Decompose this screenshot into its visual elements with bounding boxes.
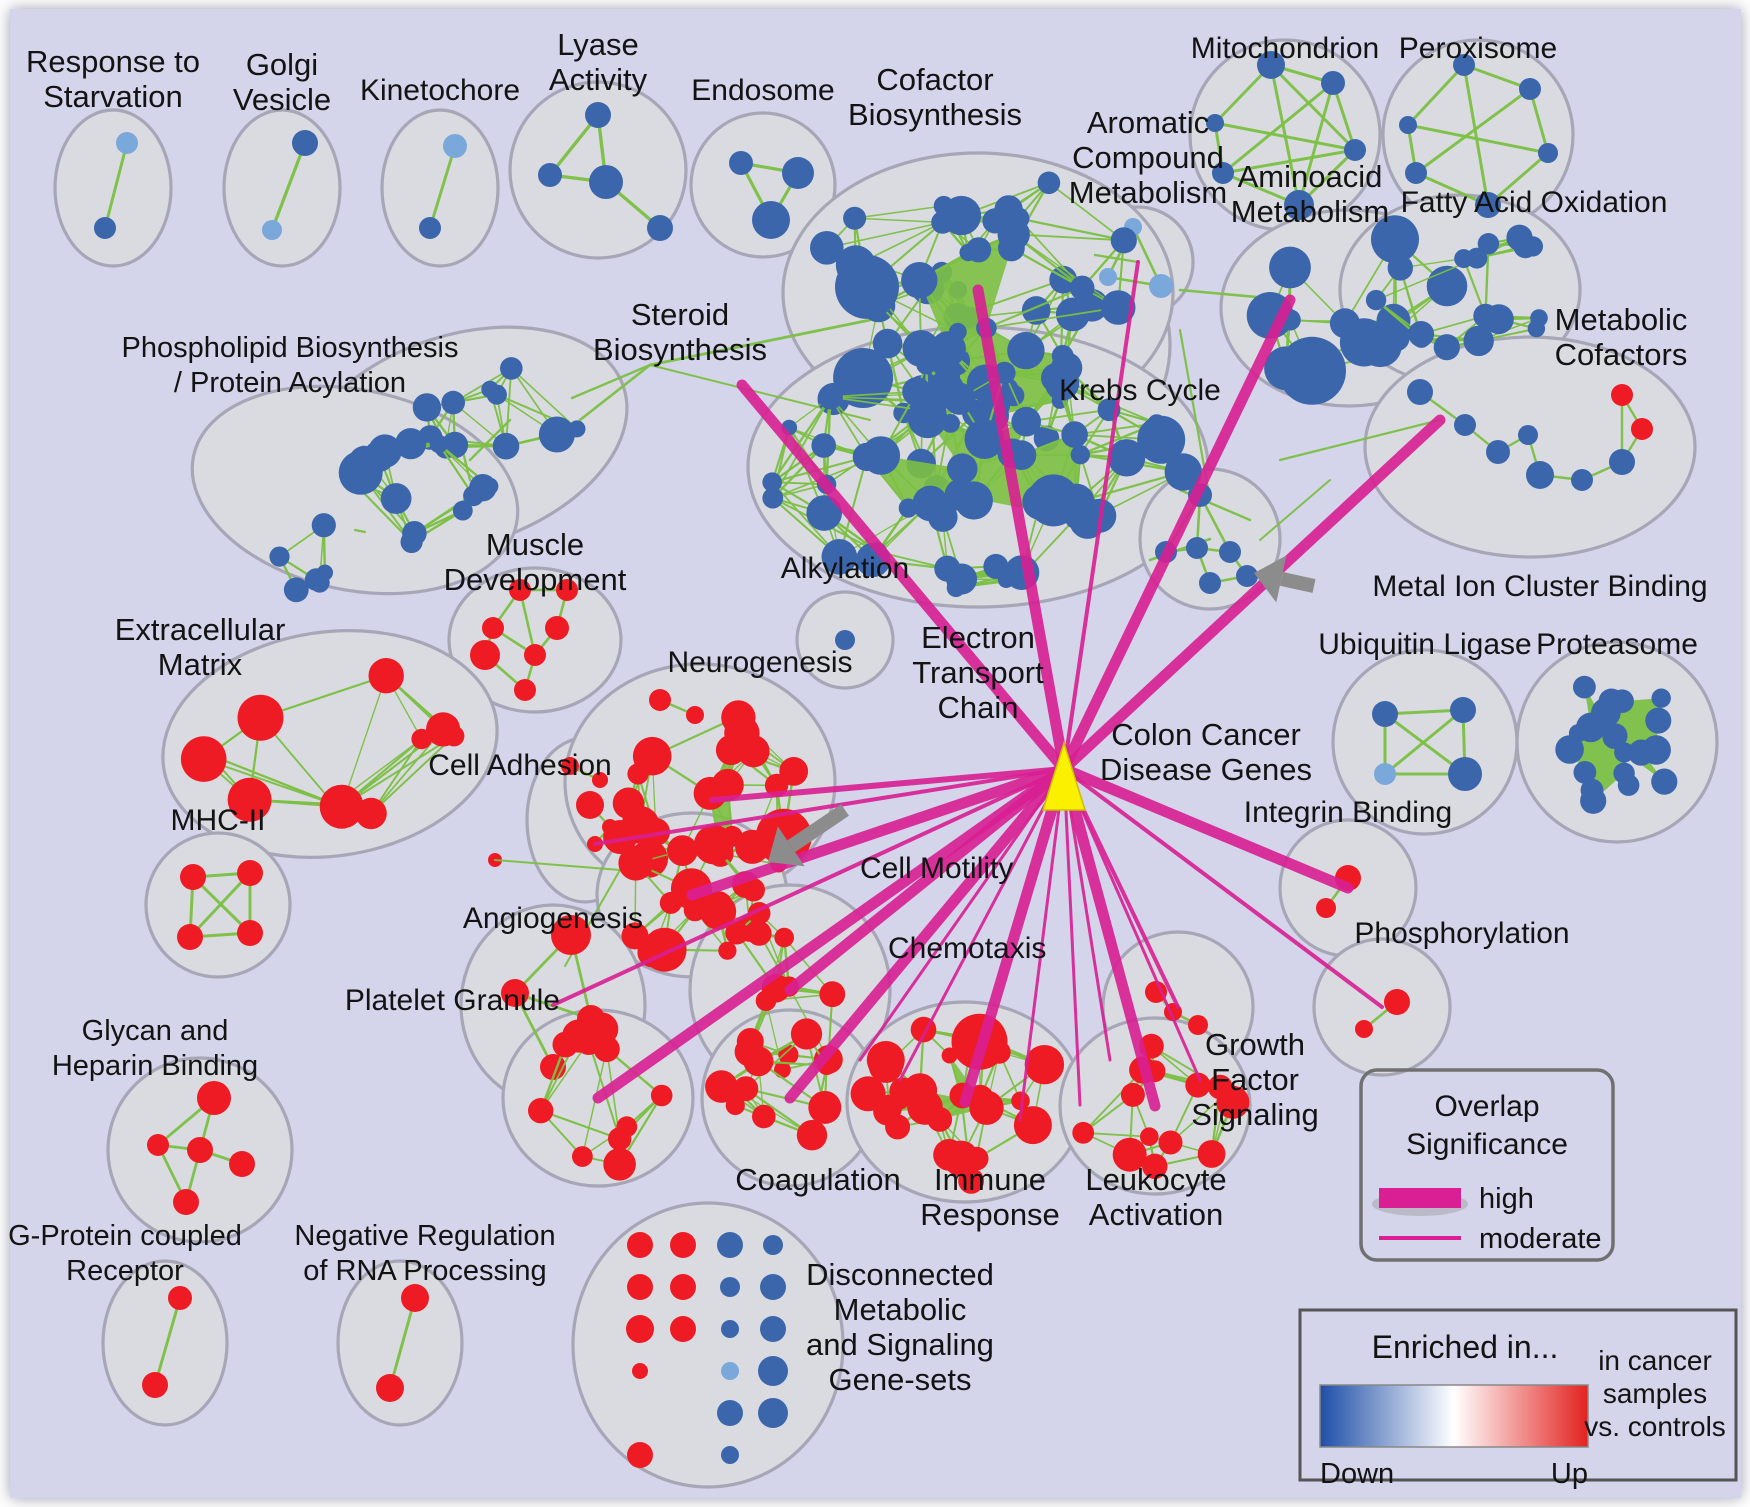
svg-text:Electron: Electron bbox=[921, 620, 1035, 655]
svg-text:Development: Development bbox=[444, 562, 627, 597]
svg-text:Response: Response bbox=[920, 1197, 1060, 1232]
svg-text:Cofactor: Cofactor bbox=[876, 62, 993, 97]
svg-text:Ubiquitin Ligase: Ubiquitin Ligase bbox=[1318, 628, 1531, 661]
svg-text:Peroxisome: Peroxisome bbox=[1399, 32, 1557, 65]
svg-text:Significance: Significance bbox=[1406, 1128, 1568, 1161]
svg-text:Metabolism: Metabolism bbox=[1069, 175, 1228, 210]
svg-text:Activation: Activation bbox=[1089, 1197, 1223, 1232]
svg-text:Signaling: Signaling bbox=[1191, 1097, 1319, 1132]
svg-text:high: high bbox=[1479, 1183, 1534, 1215]
svg-text:in cancer: in cancer bbox=[1598, 1345, 1712, 1376]
svg-text:Integrin Binding: Integrin Binding bbox=[1244, 796, 1452, 829]
svg-text:Biosynthesis: Biosynthesis bbox=[593, 332, 767, 367]
svg-text:moderate: moderate bbox=[1479, 1223, 1602, 1255]
svg-text:Mitochondrion: Mitochondrion bbox=[1191, 32, 1379, 65]
svg-text:Alkylation: Alkylation bbox=[781, 552, 909, 585]
svg-text:Starvation: Starvation bbox=[43, 79, 183, 114]
svg-text:Aminoacid: Aminoacid bbox=[1238, 159, 1383, 194]
svg-text:Matrix: Matrix bbox=[158, 647, 243, 682]
svg-text:Lyase: Lyase bbox=[557, 27, 639, 62]
svg-text:Disease Genes: Disease Genes bbox=[1100, 752, 1312, 787]
svg-text:Cell Motility: Cell Motility bbox=[860, 852, 1013, 885]
svg-text:Up: Up bbox=[1551, 1458, 1588, 1490]
svg-text:Phosphorylation: Phosphorylation bbox=[1354, 917, 1569, 950]
svg-text:Steroid: Steroid bbox=[631, 297, 729, 332]
svg-text:Immune: Immune bbox=[934, 1162, 1046, 1197]
svg-text:Proteasome: Proteasome bbox=[1536, 628, 1698, 661]
svg-text:vs. controls: vs. controls bbox=[1584, 1411, 1726, 1442]
svg-text:Phospholipid Biosynthesis: Phospholipid Biosynthesis bbox=[122, 332, 459, 364]
svg-text:Heparin Binding: Heparin Binding bbox=[52, 1050, 258, 1082]
svg-text:Golgi: Golgi bbox=[246, 47, 318, 82]
svg-text:Factor: Factor bbox=[1211, 1062, 1299, 1097]
svg-text:Extracellular: Extracellular bbox=[115, 612, 286, 647]
svg-text:Muscle: Muscle bbox=[486, 527, 584, 562]
svg-text:G-Protein coupled: G-Protein coupled bbox=[8, 1220, 242, 1252]
svg-text:Chemotaxis: Chemotaxis bbox=[888, 932, 1046, 965]
svg-text:Glycan and: Glycan and bbox=[82, 1015, 229, 1047]
svg-text:Vesicle: Vesicle bbox=[233, 82, 331, 117]
svg-text:Cell Adhesion: Cell Adhesion bbox=[428, 749, 611, 782]
svg-text:Metabolism: Metabolism bbox=[1231, 194, 1390, 229]
svg-text:Krebs Cycle: Krebs Cycle bbox=[1059, 374, 1221, 407]
svg-text:Endosome: Endosome bbox=[691, 74, 834, 107]
svg-text:Negative Regulation: Negative Regulation bbox=[294, 1220, 555, 1252]
svg-text:Disconnected: Disconnected bbox=[806, 1257, 994, 1292]
svg-text:Metabolic: Metabolic bbox=[1555, 302, 1688, 337]
svg-text:Cofactors: Cofactors bbox=[1555, 337, 1688, 372]
svg-text:Platelet Granule: Platelet Granule bbox=[345, 984, 560, 1017]
svg-text:Compound: Compound bbox=[1072, 140, 1224, 175]
svg-text:Overlap: Overlap bbox=[1434, 1090, 1539, 1123]
svg-text:Angiogenesis: Angiogenesis bbox=[463, 902, 643, 935]
svg-text:of RNA Processing: of RNA Processing bbox=[303, 1255, 546, 1287]
svg-text:Metal Ion Cluster Binding: Metal Ion Cluster Binding bbox=[1372, 570, 1707, 603]
svg-text:and Signaling: and Signaling bbox=[806, 1327, 994, 1362]
svg-text:Metabolic: Metabolic bbox=[834, 1292, 967, 1327]
svg-text:Receptor: Receptor bbox=[66, 1255, 184, 1287]
svg-text:Aromatic: Aromatic bbox=[1087, 105, 1209, 140]
svg-text:Leukocyte: Leukocyte bbox=[1085, 1162, 1226, 1197]
svg-text:MHC-II: MHC-II bbox=[171, 804, 266, 837]
svg-text:Gene-sets: Gene-sets bbox=[828, 1362, 971, 1397]
svg-text:Kinetochore: Kinetochore bbox=[360, 74, 520, 107]
svg-text:Response to: Response to bbox=[26, 44, 200, 79]
svg-text:Transport: Transport bbox=[912, 655, 1044, 690]
svg-text:Chain: Chain bbox=[938, 690, 1019, 725]
svg-text:Fatty Acid Oxidation: Fatty Acid Oxidation bbox=[1401, 186, 1668, 219]
svg-text:Down: Down bbox=[1320, 1458, 1394, 1490]
svg-text:Colon Cancer: Colon Cancer bbox=[1111, 717, 1301, 752]
svg-text:/ Protein Acylation: / Protein Acylation bbox=[174, 367, 406, 399]
svg-text:Enriched in...: Enriched in... bbox=[1372, 1329, 1559, 1365]
svg-text:samples: samples bbox=[1603, 1378, 1707, 1409]
svg-text:Neurogenesis: Neurogenesis bbox=[667, 646, 852, 679]
svg-text:Coagulation: Coagulation bbox=[735, 1162, 900, 1197]
svg-text:Biosynthesis: Biosynthesis bbox=[848, 97, 1022, 132]
svg-text:Growth: Growth bbox=[1205, 1027, 1305, 1062]
svg-text:Activity: Activity bbox=[549, 62, 648, 97]
